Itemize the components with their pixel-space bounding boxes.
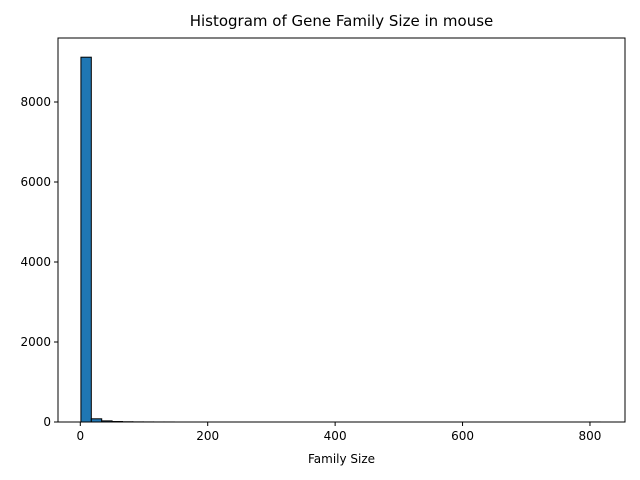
bars-group — [80, 56, 601, 423]
x-tick-label: 800 — [579, 429, 602, 443]
histogram-bar — [80, 56, 92, 423]
x-tick-label: 400 — [324, 429, 347, 443]
y-axis-ticks: 0 2000 4000 6000 8000 — [20, 95, 58, 429]
x-axis-ticks: 0 200 400 600 800 — [76, 422, 601, 443]
chart-title: Histogram of Gene Family Size in mouse — [190, 12, 494, 30]
x-axis-label: Family Size — [308, 452, 375, 466]
x-tick-label: 200 — [196, 429, 219, 443]
y-tick-label: 4000 — [20, 255, 51, 269]
y-tick-label: 0 — [43, 415, 51, 429]
y-tick-label: 6000 — [20, 175, 51, 189]
x-tick-label: 0 — [76, 429, 84, 443]
y-tick-label: 8000 — [20, 95, 51, 109]
axes-frame — [57, 37, 626, 423]
y-tick-label: 2000 — [20, 335, 51, 349]
x-tick-label: 600 — [451, 429, 474, 443]
